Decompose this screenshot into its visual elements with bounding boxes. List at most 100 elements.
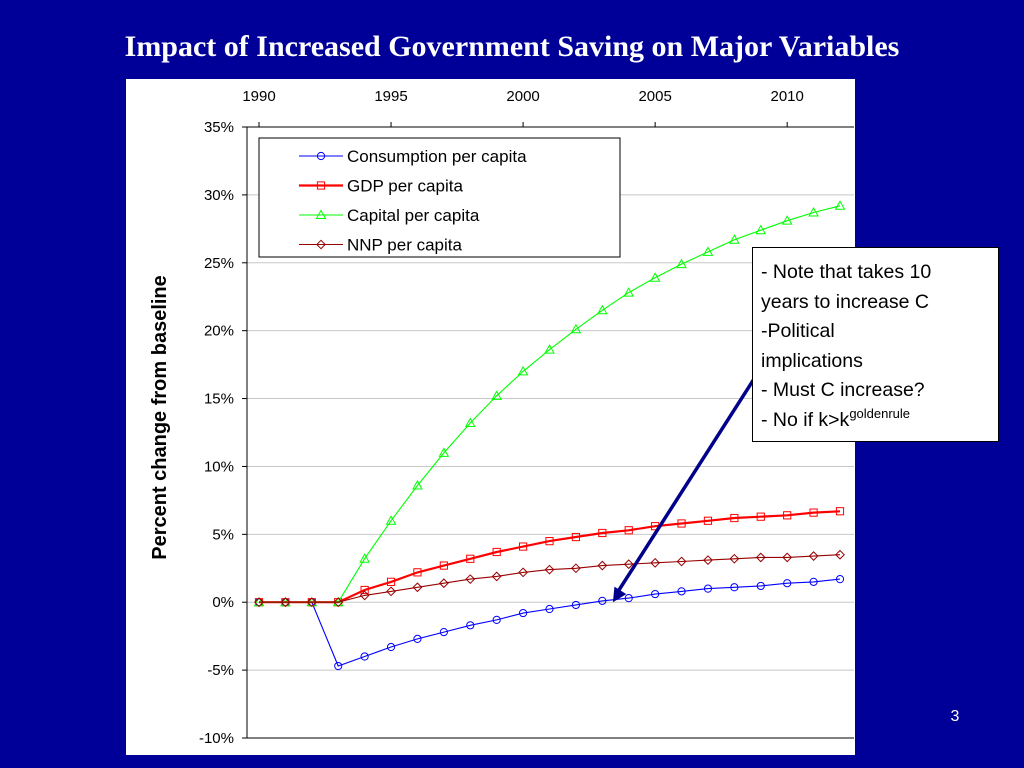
legend-box (258, 137, 621, 258)
data-point (809, 508, 818, 517)
data-point (465, 574, 476, 585)
data-point (571, 563, 581, 574)
data-point (756, 581, 765, 591)
data-point (544, 564, 555, 575)
data-point (676, 556, 687, 567)
data-point (413, 634, 422, 643)
x-tick-label: 2005 (638, 88, 671, 105)
note-line: - Must C increase? (761, 379, 925, 401)
data-point (306, 597, 317, 608)
data-point (316, 181, 326, 190)
data-point (756, 512, 765, 521)
note-line: -Political (761, 320, 835, 342)
data-point (412, 479, 423, 490)
series-line (259, 510, 841, 604)
data-point (491, 390, 503, 400)
data-point (359, 590, 370, 601)
y-tick-label: 5% (212, 526, 234, 543)
data-point (835, 507, 845, 516)
data-point (623, 287, 635, 297)
y-tick-label: 15% (204, 391, 234, 408)
data-point (782, 552, 793, 563)
y-tick-label: -5% (207, 662, 234, 679)
data-point (316, 151, 326, 161)
data-point (649, 272, 661, 282)
data-point (809, 577, 818, 586)
legend-label: NNP per capita (347, 236, 463, 255)
data-point (360, 585, 369, 595)
data-point (624, 526, 633, 535)
data-point (598, 596, 607, 605)
data-point (729, 234, 740, 244)
data-point (315, 209, 327, 219)
note-line: - Note that takes 10 (761, 261, 932, 283)
data-point (545, 537, 554, 546)
series-line (259, 578, 841, 667)
data-point (808, 207, 819, 217)
data-point (544, 344, 555, 354)
legend-label: Capital per capita (347, 206, 480, 225)
data-point (835, 549, 845, 560)
data-point (623, 559, 634, 570)
page-number: 3 (950, 708, 960, 725)
data-point (412, 582, 423, 593)
data-point (466, 554, 475, 563)
x-tick-label: 2000 (506, 88, 539, 105)
data-point (386, 642, 396, 652)
data-point (518, 567, 528, 578)
data-point (651, 589, 660, 599)
annotation-arrow (617, 378, 756, 592)
series-line (259, 554, 841, 603)
y-tick-label: 0% (212, 594, 234, 611)
data-point (835, 575, 845, 584)
data-point (730, 583, 739, 592)
data-point (518, 608, 528, 618)
data-point (597, 560, 608, 571)
data-point (703, 555, 713, 566)
data-point (438, 578, 449, 589)
data-point (624, 594, 633, 603)
data-point (730, 513, 739, 523)
series-line (259, 205, 841, 603)
data-point (545, 604, 554, 614)
note-line-golden-rule: - No if k>kgoldenrule (761, 406, 990, 436)
data-point (334, 661, 343, 671)
data-point (729, 553, 740, 564)
y-axis-label: Percent change from baseline (149, 275, 171, 560)
data-point (439, 561, 448, 570)
legend-label: Consumption per capita (347, 147, 527, 166)
y-tick-label: 10% (204, 458, 234, 475)
data-point (783, 579, 792, 588)
data-point (783, 511, 792, 520)
y-tick-label: 25% (204, 255, 234, 272)
y-tick-label: 30% (204, 187, 234, 204)
chart-panel: 35% 30% 25% 20% 15% 10% 5% 0% -5% -10% 1990 1995 200… (126, 79, 855, 755)
y-tick-label: -10% (199, 730, 234, 747)
note-text: - No if k>k (761, 408, 850, 431)
data-point (702, 246, 714, 256)
data-point (254, 597, 264, 608)
y-tick-label: 20% (204, 323, 234, 340)
data-point (808, 551, 819, 561)
annotation-arrowhead (612, 586, 627, 603)
data-point (385, 515, 397, 525)
data-point (781, 215, 793, 225)
data-point (466, 621, 475, 630)
y-tick-label: 35% (204, 119, 234, 136)
data-point (360, 652, 369, 661)
data-point (438, 447, 450, 457)
data-point (755, 224, 767, 235)
note-line: years to increase C (761, 290, 929, 313)
x-tick-label: 1995 (374, 88, 407, 105)
data-point (333, 597, 344, 608)
data-point (703, 516, 713, 525)
line-chart: 35% 30% 25% 20% 15% 10% 5% 0% -5% -10% 1990 1995 200… (149, 88, 854, 747)
note-superscript: goldenrule (849, 405, 911, 421)
data-point (676, 258, 687, 269)
data-point (386, 586, 396, 597)
x-tick-label: 2010 (770, 88, 803, 105)
data-point (755, 552, 766, 563)
data-point (492, 547, 501, 557)
note-line: implications (761, 349, 863, 372)
data-point (834, 200, 846, 210)
